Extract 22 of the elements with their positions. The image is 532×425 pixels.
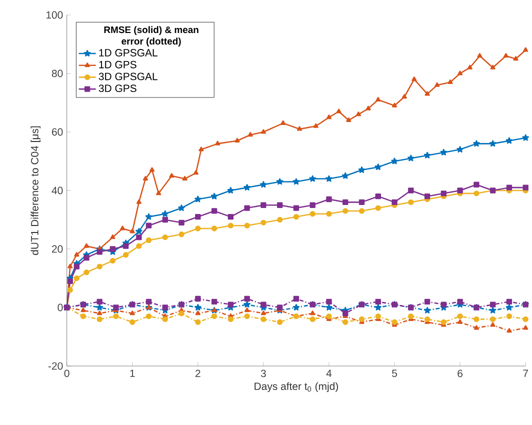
x-tick-label: 4: [326, 370, 332, 377]
legend-label: 1D GPSGAL: [99, 49, 158, 57]
legend-label: 1D GPS: [99, 60, 136, 68]
y-tick-label: 20: [52, 245, 63, 253]
legend-label: 3D GPS: [98, 84, 136, 92]
y-tick-label: -20: [48, 362, 63, 370]
y-tick-label: 80: [52, 70, 63, 78]
x-tick-label: 2: [196, 370, 200, 378]
x-axis-title: Days after t$_{0}$ (mjd): [254, 382, 338, 392]
x-tick-label: 5: [392, 370, 397, 378]
y-tick-label: 0: [58, 304, 63, 312]
legend-title: RMSE (solid) & mean error (dotted): [104, 26, 198, 47]
x-tick-label: 3: [260, 370, 266, 378]
x-tick-label: 7: [523, 370, 528, 377]
x-tick-label: 0: [64, 370, 70, 378]
legend-label: 3D GPSGAL: [98, 72, 158, 80]
x-tick-label: 1: [130, 370, 135, 377]
y-tick-label: 100: [46, 11, 63, 19]
x-tick-label: 6: [458, 370, 463, 378]
y-tick-label: 40: [52, 186, 63, 194]
y-tick-label: 60: [52, 128, 63, 136]
y-axis-title: dUT1 Difference to C04 [μs]: [30, 126, 40, 256]
